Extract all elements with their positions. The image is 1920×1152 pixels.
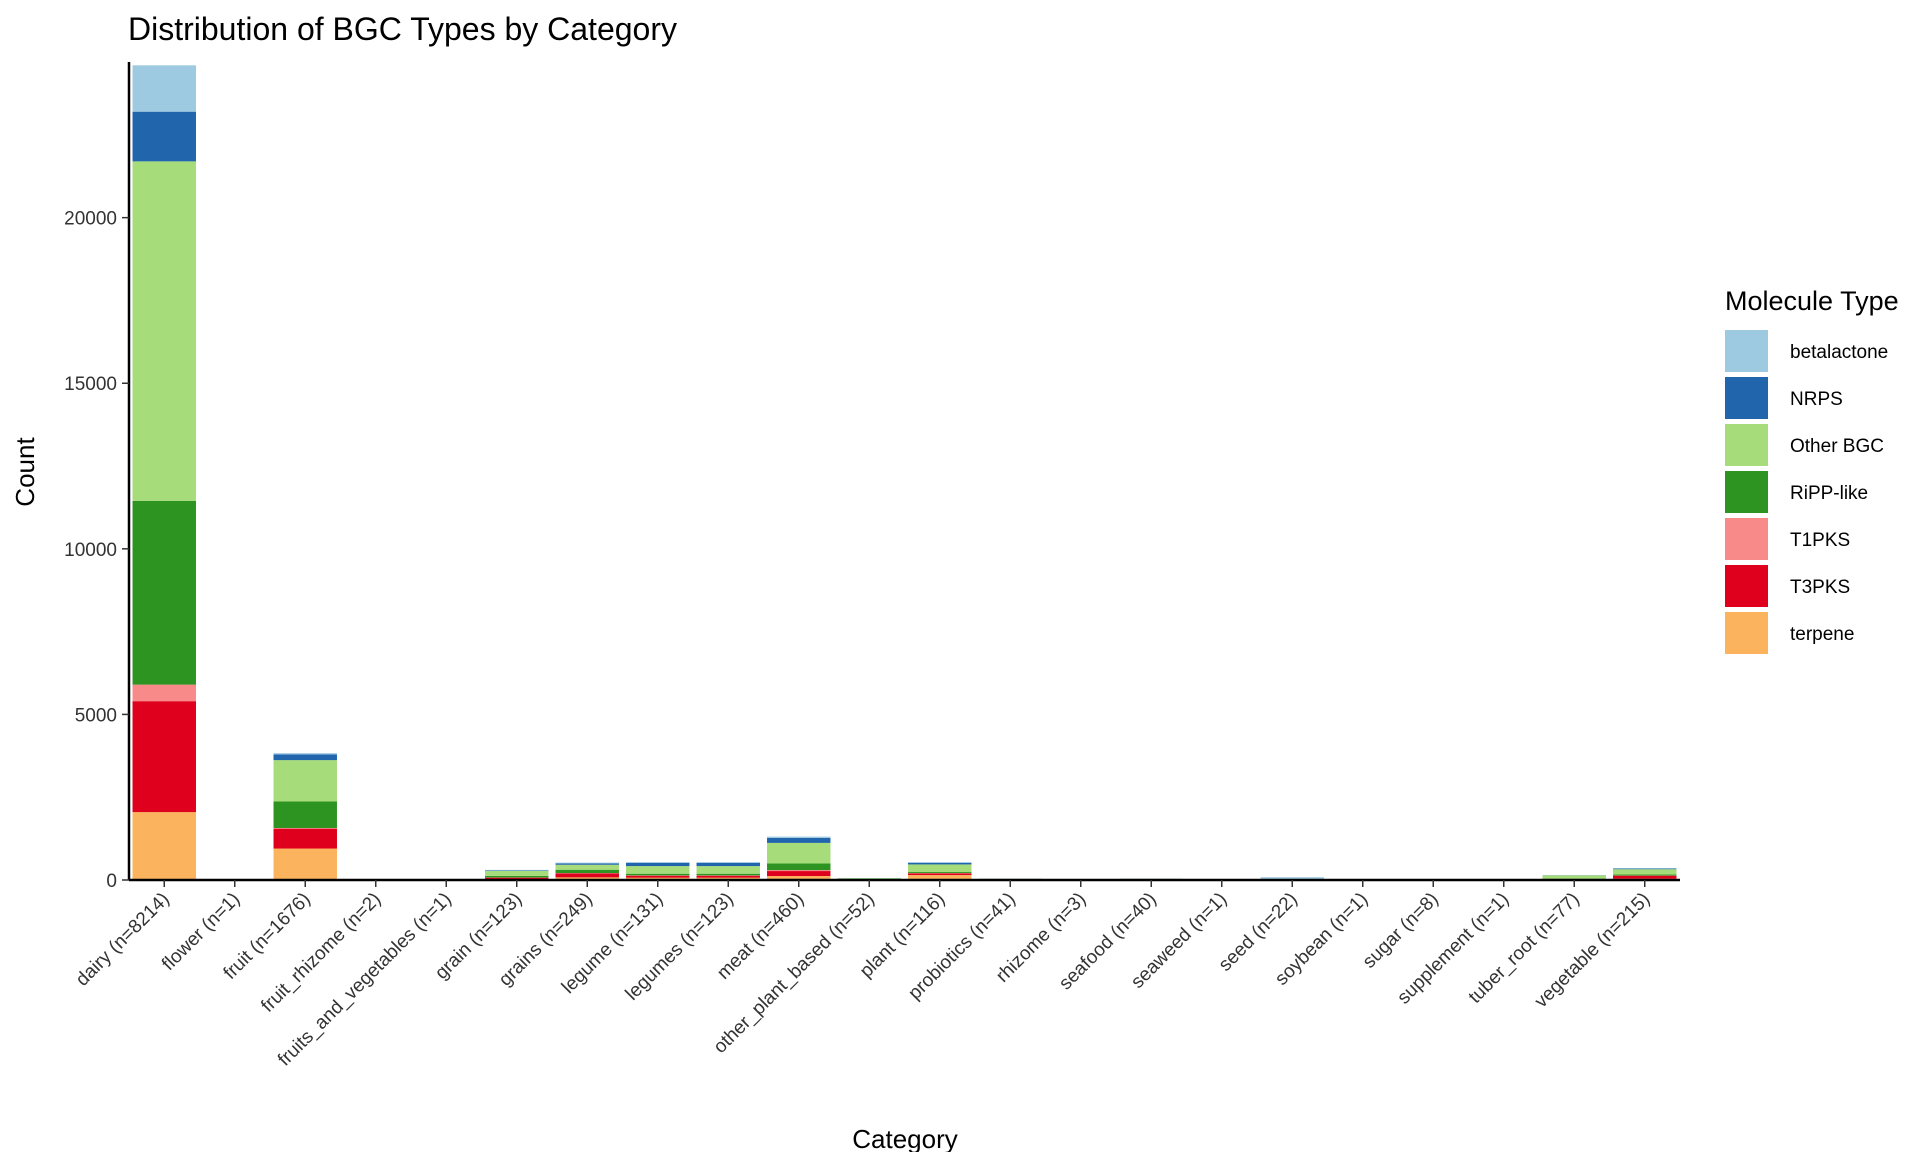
x-tick-label: fruit_rhizome (n=2)	[257, 889, 385, 1017]
legend: Molecule Type betalactone NRPS Other BGC Ri…	[1725, 286, 1899, 654]
legend-swatch	[1725, 565, 1768, 607]
bar-segment-betalactone	[1260, 877, 1324, 880]
bar-segment-other-bgc	[767, 842, 831, 864]
y-tick-label: 20000	[64, 209, 117, 230]
bar-segment-nrps	[485, 870, 549, 871]
chart-title: Distribution of BGC Types by Category	[128, 11, 677, 47]
x-axis-ticks: dairy (n=8214)flower (n=1)fruit (n=1676)…	[72, 880, 1654, 1070]
legend-swatch	[1725, 518, 1768, 560]
bar-segment-t3pks	[696, 875, 760, 878]
bar-segment-other-bgc	[132, 161, 196, 501]
bar-segment-t3pks	[1613, 875, 1677, 879]
x-tick-label: dairy (n=8214)	[72, 889, 174, 991]
bar-segment-nrps	[696, 862, 760, 867]
y-tick-label: 15000	[64, 374, 117, 395]
bar-segment-nrps	[273, 754, 337, 761]
bar-segment-ripp-like	[555, 869, 619, 874]
bar-segment-other-bgc	[273, 760, 337, 802]
legend-label: T3PKS	[1790, 577, 1850, 598]
legend-swatch	[1725, 377, 1768, 419]
bar-segment-t3pks	[626, 875, 690, 878]
bar-segment-nrps	[555, 863, 619, 865]
bar-segment-nrps	[132, 111, 196, 162]
bar-segment-other-bgc	[555, 864, 619, 870]
bar-segment-ripp-like	[485, 875, 549, 878]
bar-segment-betalactone	[273, 753, 337, 755]
bar-segment-other-bgc	[908, 864, 972, 873]
bar-segment-t1pks	[273, 828, 337, 829]
legend-items: betalactone NRPS Other BGC RiPP-like T1PKS T3…	[1725, 330, 1888, 654]
bar-segment-betalactone	[132, 65, 196, 112]
bar-segment-other-bgc	[696, 866, 760, 874]
legend-swatch	[1725, 612, 1768, 654]
bar-segment-terpene	[132, 812, 196, 880]
y-tick-label: 5000	[75, 705, 117, 726]
legend-swatch	[1725, 424, 1768, 466]
x-axis-title: Category	[852, 1124, 958, 1152]
bar-segment-terpene	[273, 848, 337, 880]
y-axis-ticks: 0 5000 10000 15000 20000	[64, 209, 129, 892]
bar-segment-other-bgc	[1613, 869, 1677, 875]
bar-segment-terpene	[555, 877, 619, 880]
legend-label: Other BGC	[1790, 436, 1884, 457]
legend-title: Molecule Type	[1725, 286, 1899, 316]
legend-label: terpene	[1790, 624, 1854, 645]
bar-segment-betalactone	[767, 836, 831, 838]
y-axis-title: Count	[10, 437, 40, 507]
legend-label: betalactone	[1790, 342, 1888, 363]
bar-segment-ripp-like	[273, 801, 337, 828]
bar-segment-other-bgc	[485, 870, 549, 876]
legend-label: T1PKS	[1790, 530, 1850, 551]
bar-segment-betalactone	[908, 862, 972, 863]
bar-segment-betalactone	[696, 862, 760, 863]
bar-segment-ripp-like	[767, 863, 831, 871]
bar-segment-t3pks	[132, 701, 196, 813]
y-tick-label: 0	[106, 871, 117, 892]
bar-segment-other-bgc	[837, 878, 901, 880]
bar-segment-ripp-like	[908, 872, 972, 874]
legend-swatch	[1725, 471, 1768, 513]
bar-segment-betalactone	[626, 862, 690, 863]
bars-group	[132, 65, 1677, 880]
bar-segment-betalactone	[1613, 868, 1677, 869]
bar-segment-nrps	[767, 837, 831, 843]
bar-segment-ripp-like	[132, 500, 196, 685]
legend-label: NRPS	[1790, 389, 1843, 410]
legend-label: RiPP-like	[1790, 483, 1868, 504]
bar-segment-terpene	[767, 876, 831, 880]
bar-segment-t3pks	[908, 873, 972, 876]
bar-segment-terpene	[908, 875, 972, 880]
legend-swatch	[1725, 330, 1768, 372]
bar-segment-t3pks	[555, 873, 619, 878]
bar-segment-t3pks	[273, 828, 337, 849]
bar-segment-ripp-like	[626, 873, 690, 876]
bar-segment-t3pks	[767, 871, 831, 877]
bar-segment-nrps	[908, 862, 972, 865]
bar-segment-nrps	[1613, 868, 1677, 870]
bar-segment-nrps	[626, 862, 690, 867]
bar-segment-ripp-like	[696, 873, 760, 876]
bar-segment-t1pks	[767, 870, 831, 872]
bar-segment-other-bgc	[1542, 875, 1606, 879]
bar-segment-other-bgc	[626, 866, 690, 874]
bar-segment-betalactone	[555, 862, 619, 864]
bar-segment-ripp-like	[1613, 874, 1677, 876]
bar-segment-t3pks	[485, 877, 549, 879]
y-tick-label: 10000	[64, 540, 117, 561]
bar-segment-betalactone	[485, 869, 549, 871]
bar-segment-t1pks	[132, 684, 196, 702]
